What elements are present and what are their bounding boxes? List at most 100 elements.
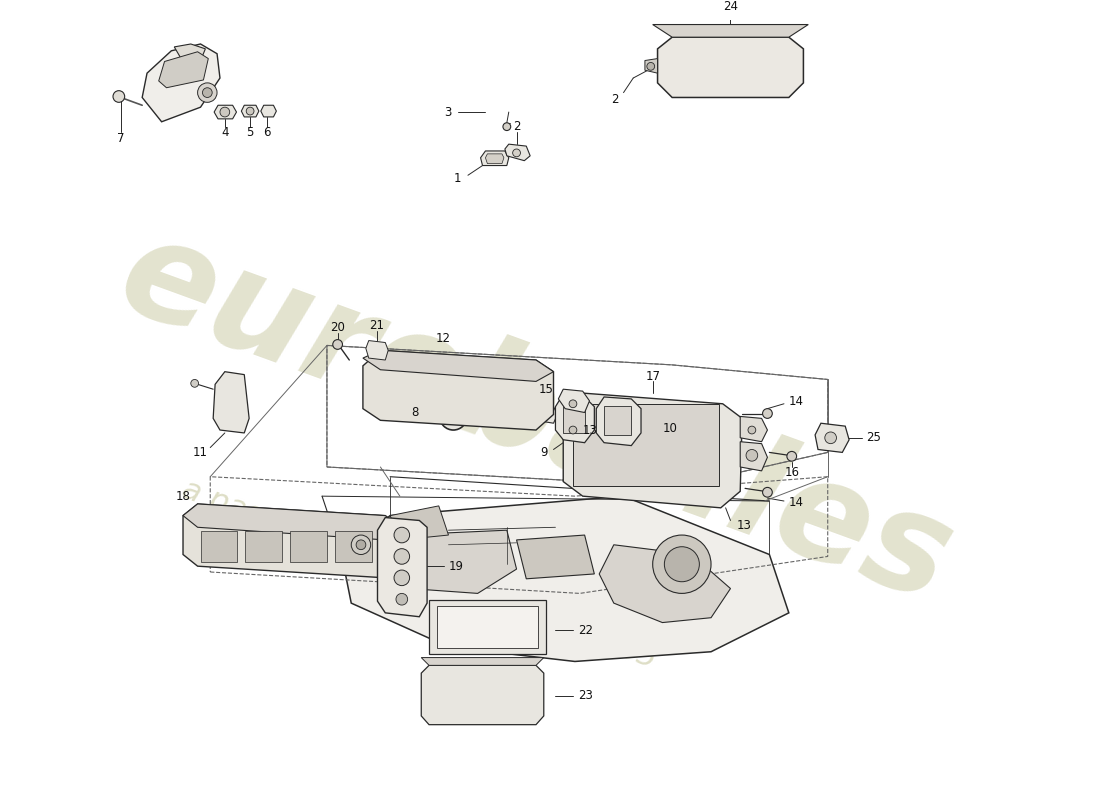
Text: 10: 10: [662, 422, 678, 434]
Circle shape: [447, 410, 460, 423]
Circle shape: [356, 540, 366, 550]
Circle shape: [647, 62, 654, 70]
Polygon shape: [556, 394, 594, 442]
Circle shape: [202, 88, 212, 98]
Polygon shape: [174, 44, 206, 61]
Bar: [334, 531, 372, 562]
Circle shape: [394, 570, 409, 586]
Text: 12: 12: [436, 332, 451, 345]
Polygon shape: [366, 341, 388, 360]
Text: 2: 2: [513, 120, 520, 133]
Polygon shape: [740, 442, 768, 471]
Polygon shape: [213, 372, 249, 433]
Circle shape: [246, 107, 254, 115]
Bar: [200, 531, 238, 562]
Polygon shape: [341, 496, 789, 662]
Circle shape: [198, 83, 217, 102]
Circle shape: [786, 451, 796, 461]
Text: 11: 11: [192, 446, 207, 459]
Polygon shape: [600, 545, 730, 622]
Bar: [429, 600, 546, 654]
Polygon shape: [421, 658, 543, 666]
Polygon shape: [241, 106, 258, 117]
Polygon shape: [645, 58, 658, 73]
Text: 6: 6: [263, 126, 271, 139]
Bar: [604, 406, 631, 435]
Circle shape: [569, 400, 576, 408]
Circle shape: [394, 549, 409, 564]
Text: 24: 24: [723, 0, 738, 13]
Circle shape: [190, 379, 199, 387]
Text: 13: 13: [583, 423, 597, 437]
Polygon shape: [183, 504, 400, 540]
Polygon shape: [517, 535, 594, 579]
Polygon shape: [596, 397, 641, 446]
Circle shape: [220, 107, 230, 117]
Polygon shape: [261, 106, 276, 117]
Text: 13: 13: [736, 519, 751, 532]
Polygon shape: [158, 52, 208, 88]
Polygon shape: [485, 154, 504, 163]
Text: 4: 4: [221, 126, 229, 139]
Polygon shape: [815, 423, 849, 452]
Polygon shape: [142, 44, 220, 122]
Polygon shape: [481, 151, 509, 166]
Circle shape: [394, 527, 409, 543]
Text: 2: 2: [612, 93, 618, 106]
Text: 15: 15: [538, 382, 553, 396]
Circle shape: [748, 426, 756, 434]
Polygon shape: [363, 350, 553, 430]
Circle shape: [762, 487, 772, 497]
Polygon shape: [658, 37, 803, 98]
Polygon shape: [421, 666, 543, 725]
Polygon shape: [385, 530, 517, 594]
Text: 3: 3: [444, 106, 451, 118]
Bar: [290, 531, 327, 562]
Bar: [563, 401, 584, 433]
Text: a passion for Porsche since 1985: a passion for Porsche since 1985: [178, 474, 660, 674]
Polygon shape: [563, 393, 743, 508]
Circle shape: [396, 594, 408, 605]
Polygon shape: [559, 389, 590, 413]
Circle shape: [664, 546, 700, 582]
Circle shape: [351, 535, 371, 554]
Text: 5: 5: [246, 126, 254, 139]
Circle shape: [652, 535, 711, 594]
Polygon shape: [532, 405, 558, 423]
Polygon shape: [652, 25, 808, 37]
Text: 8: 8: [411, 406, 418, 419]
Text: 9: 9: [540, 446, 548, 459]
Text: 7: 7: [117, 132, 124, 145]
Circle shape: [513, 149, 520, 157]
Bar: [245, 531, 283, 562]
Text: 1: 1: [453, 172, 461, 185]
Circle shape: [762, 409, 772, 418]
Text: 14: 14: [789, 395, 804, 408]
Circle shape: [746, 450, 758, 461]
Text: 22: 22: [578, 624, 593, 637]
Text: 19: 19: [449, 560, 463, 573]
Circle shape: [825, 432, 836, 444]
Circle shape: [333, 339, 342, 350]
Circle shape: [569, 426, 576, 434]
Bar: [437, 606, 538, 648]
Text: 16: 16: [784, 466, 800, 479]
Text: 21: 21: [368, 319, 384, 333]
Text: 18: 18: [176, 490, 190, 502]
Text: 23: 23: [578, 689, 593, 702]
Bar: [573, 404, 718, 486]
Polygon shape: [390, 506, 449, 540]
Circle shape: [113, 90, 124, 102]
Text: eurobahles: eurobahles: [102, 206, 969, 631]
Polygon shape: [505, 144, 530, 161]
Polygon shape: [377, 518, 427, 617]
Polygon shape: [214, 106, 236, 119]
Polygon shape: [363, 350, 553, 382]
Text: 20: 20: [330, 322, 345, 334]
Text: 25: 25: [867, 431, 881, 444]
Circle shape: [440, 403, 467, 430]
Text: 14: 14: [789, 497, 804, 510]
Text: 17: 17: [646, 370, 660, 383]
Polygon shape: [183, 504, 400, 578]
Polygon shape: [740, 417, 768, 442]
